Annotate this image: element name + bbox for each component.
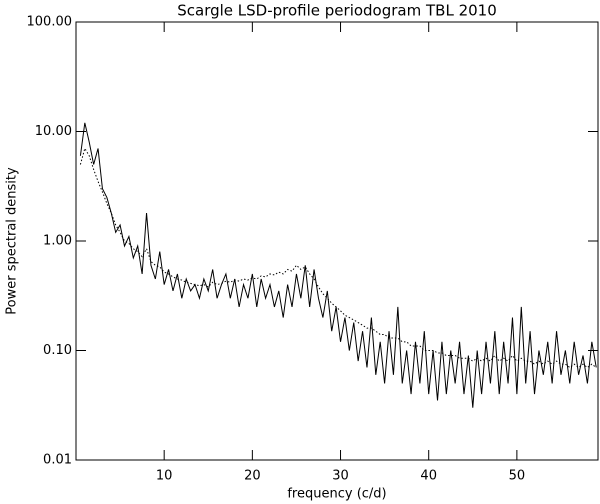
x-tick-label: 40 (420, 469, 437, 484)
x-tick-label: 10 (156, 469, 173, 484)
series-line (79, 147, 597, 369)
x-axis-label: frequency (c/d) (287, 487, 386, 502)
y-tick-label: 0.01 (43, 453, 72, 468)
y-axis-label: Power spectral density (5, 167, 20, 315)
y-tick-label: 10.00 (35, 124, 72, 139)
y-tick-label: 1.00 (43, 234, 72, 249)
y-tick-label: 0.10 (43, 343, 72, 358)
y-tick-label: 100.00 (27, 15, 73, 30)
series-line (79, 122, 597, 408)
chart-title: Scargle LSD-profile periodogram TBL 2010 (177, 2, 497, 20)
x-tick-label: 20 (244, 469, 261, 484)
x-tick-label: 30 (332, 469, 349, 484)
x-tick-label: 50 (509, 469, 526, 484)
